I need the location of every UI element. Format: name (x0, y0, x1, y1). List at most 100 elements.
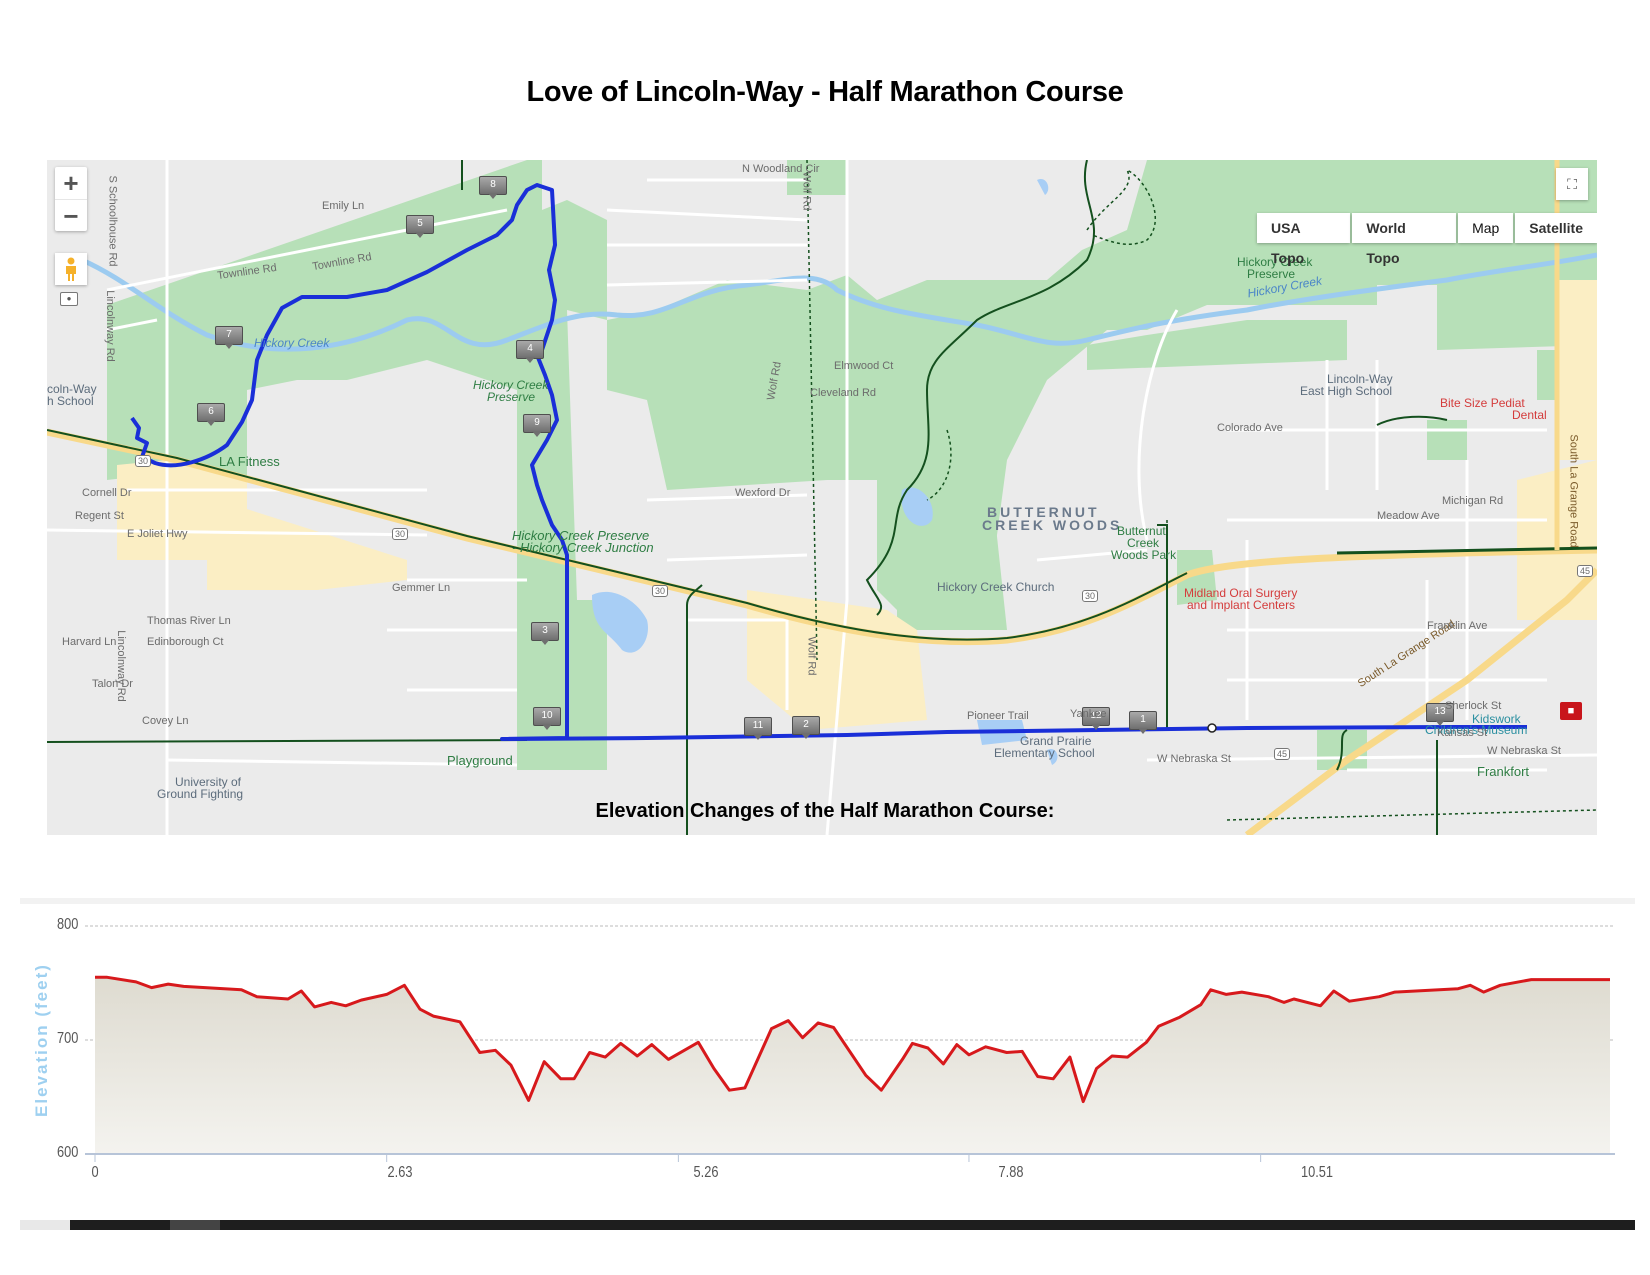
mile-marker-8[interactable]: 8 (479, 176, 507, 199)
label-butternut-park-b: Creek (1127, 536, 1160, 550)
tab-satellite[interactable]: Satellite (1515, 213, 1597, 243)
label-grand-prairie: Grand Prairie (1020, 734, 1092, 748)
label-hickory-creek-preserve-b: Preserve (487, 390, 536, 404)
mile-marker-9[interactable]: 9 (523, 414, 551, 437)
label-bite-size-b: Dental (1512, 408, 1547, 422)
mile-marker-3[interactable]: 3 (531, 622, 559, 645)
label-butternut-park: Butternut (1117, 524, 1166, 538)
route-waypoint (1207, 723, 1217, 733)
us-30-shield-icon: 30 (135, 455, 152, 467)
water-bodies (592, 178, 1058, 765)
label-kidswork: Kidswork (1472, 712, 1521, 726)
finish-marker-icon[interactable]: ■ (1560, 702, 1582, 720)
label-franklin-ave: Franklin Ave (1427, 620, 1488, 632)
mile-marker-5[interactable]: 5 (406, 215, 434, 238)
label-talon-dr: Talon Dr (92, 678, 133, 690)
hickory-creek (80, 252, 1597, 352)
layers-icon[interactable]: ● (60, 292, 78, 306)
mile-marker-6[interactable]: 6 (197, 403, 225, 426)
label-wolf-rd-3: Wolf Rd (805, 636, 818, 676)
label-regent-st: Regent St (75, 510, 124, 522)
mile-marker-10[interactable]: 10 (533, 707, 561, 730)
label-hickory-creek-church: Hickory Creek Church (937, 580, 1055, 594)
mile-marker-4[interactable]: 4 (516, 340, 544, 363)
zoom-out-button[interactable]: − (55, 199, 87, 232)
mile-marker-11[interactable]: 11 (744, 717, 772, 740)
y-tick-800: 800 (57, 916, 79, 933)
label-playground: Playground (447, 753, 513, 768)
label-colorado-ave: Colorado Ave (1217, 422, 1283, 434)
label-schoolhouse-rd: S Schoolhouse Rd (106, 175, 119, 267)
x-tick-5-26: 5.26 (693, 1164, 719, 1181)
label-midland-b: and Implant Centers (1187, 598, 1296, 612)
label-emily-ln: Emily Ln (322, 200, 365, 212)
label-lw-east-b: East High School (1300, 384, 1393, 398)
chart-scrollbar[interactable] (70, 1220, 1635, 1230)
label-lincolnway-rd: Lincolnway Rd (103, 290, 116, 362)
mile-marker-12[interactable]: 12 (1082, 707, 1110, 730)
label-wolf-rd: Wolf Rd (800, 171, 813, 211)
label-w-nebraska-st: W Nebraska St (1157, 753, 1231, 765)
label-harvard-ln: Harvard Ln (62, 636, 117, 648)
label-sherlock-st: Sherlock St (1445, 700, 1502, 712)
label-cornell-dr: Cornell Dr (82, 487, 132, 499)
label-la-fitness: LA Fitness (219, 454, 280, 469)
mile-marker-2[interactable]: 2 (792, 716, 820, 739)
course-map[interactable]: 1 2 3 4 5 6 7 8 9 10 11 12 13 ■ Hickory … (47, 160, 1597, 835)
label-hickory-creek-preserve-east: Hickory Creek (1237, 255, 1312, 269)
label-grand-prairie-b: Elementary School (994, 746, 1095, 760)
label-university: University of (175, 775, 242, 789)
tab-world-topo[interactable]: World Topo (1352, 213, 1457, 266)
label-gemmer-ln: Gemmer Ln (392, 582, 451, 594)
label-university-b: Ground Fighting (157, 787, 244, 801)
fullscreen-button[interactable]: ⛶ (1556, 168, 1588, 200)
elevation-line (95, 975, 1610, 1104)
label-yankee: Yankee (1070, 708, 1107, 720)
map-basemap (47, 160, 1597, 835)
label-kansas-st: Kansas St (1437, 727, 1488, 739)
label-hickory-creek-preserve-east-b: Preserve (1247, 267, 1296, 281)
trails (47, 160, 1448, 835)
label-butternut: BUTTERNUT (987, 504, 1100, 520)
label-pioneer-trail: Pioneer Trail (967, 710, 1029, 722)
label-lw-east: Lincoln-Way (1327, 372, 1393, 386)
race-route (130, 183, 1527, 741)
y-tick-700: 700 (57, 1030, 79, 1047)
minor-streets (47, 160, 1597, 835)
label-e-joliet-hwy: E Joliet Hwy (127, 528, 188, 540)
street-view-pegman-icon[interactable] (55, 253, 87, 285)
commercial-areas (117, 280, 1597, 730)
chart-top-border (20, 898, 1635, 904)
label-hcp-junction: Hickory Creek Preserve (512, 528, 650, 543)
label-edinborough: Edinborough Ct (147, 636, 224, 648)
label-cleveland-rd: Cleveland Rd (810, 387, 877, 399)
label-woodland-cir: N Woodland Cir (742, 163, 820, 175)
mile-marker-13[interactable]: 13 (1426, 703, 1454, 726)
label-lincolnway-rd-2: Lincolnway Rd (114, 630, 127, 702)
label-lw-high-school: coln-Way (47, 382, 97, 396)
dashed-trails (806, 160, 1597, 821)
label-butternut-park-c: Woods Park (1111, 548, 1177, 562)
tab-usa-topo[interactable]: USA Topo (1257, 213, 1351, 266)
label-frankfort: Frankfort (1477, 764, 1530, 779)
zoom-in-button[interactable]: + (63, 167, 79, 198)
tab-map[interactable]: Map (1458, 213, 1514, 243)
la-grange-road (1244, 567, 1597, 835)
x-tick-10-51: 10.51 (1300, 1164, 1334, 1181)
label-kidswork-b: Children's Museum (1425, 723, 1528, 737)
x-tick-0: 0 (91, 1164, 99, 1181)
label-bite-size: Bite Size Pediat (1440, 396, 1525, 410)
elevation-area (95, 977, 1610, 1154)
label-meadow-ave: Meadow Ave (1377, 510, 1440, 522)
label-hickory-creek-preserve: Hickory Creek (473, 378, 549, 392)
label-w-nebraska-st-2: W Nebraska St (1487, 745, 1561, 757)
mile-marker-1[interactable]: 1 (1129, 711, 1157, 734)
mile-marker-7[interactable]: 7 (215, 326, 243, 349)
zoom-control: + − (55, 167, 87, 231)
chart-scrollbar-thumb[interactable] (170, 1220, 220, 1230)
elevation-heading: Elevation Changes of the Half Marathon C… (595, 800, 1055, 822)
us-30-shield-icon-4: 30 (1082, 590, 1099, 602)
x-tick-7-88: 7.88 (998, 1164, 1024, 1181)
label-butternut-b: CREEK WOODS (982, 517, 1123, 533)
y-axis-title: Elevation (feet) (32, 963, 51, 1117)
